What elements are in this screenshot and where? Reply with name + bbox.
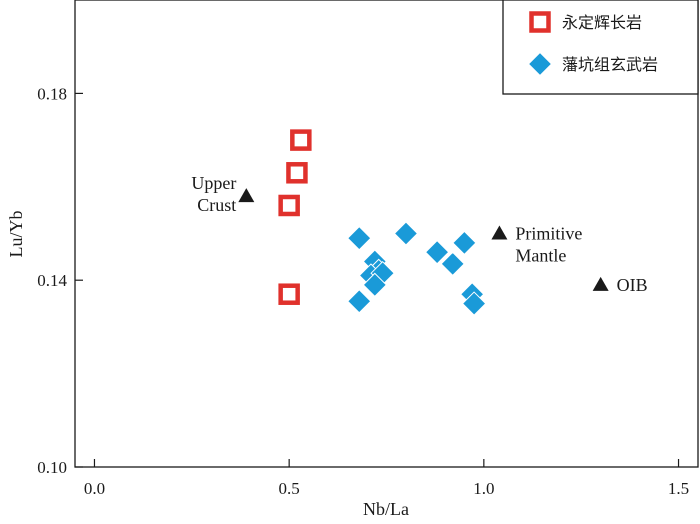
y-axis: 0.10 0.14 0.18	[37, 84, 83, 477]
legend-square-marker	[529, 11, 551, 33]
reference-label: Primitive	[515, 224, 582, 244]
gabbro-point	[286, 162, 308, 184]
reference-label: OIB	[617, 275, 648, 295]
data-points	[278, 129, 487, 316]
basalt-point	[362, 272, 388, 298]
basalt-point	[347, 289, 372, 314]
basalt-point	[393, 221, 419, 246]
y-tick-label: 0.10	[37, 458, 67, 477]
x-tick-label: 1.5	[668, 479, 689, 498]
x-tick-label: 0.0	[84, 479, 105, 498]
basalt-point	[424, 239, 450, 265]
y-tick-label: 0.18	[37, 84, 67, 103]
reference-label: Upper	[191, 173, 236, 193]
x-axis: 0.0 0.5 1.0 1.5	[84, 459, 689, 498]
gabbro-point	[290, 129, 312, 151]
reference-label: Crust	[197, 195, 236, 215]
y-axis-title: Lu/Yb	[6, 211, 26, 258]
reference-triangle	[491, 225, 508, 240]
reference-label: Mantle	[515, 246, 566, 266]
x-axis-title: Nb/La	[363, 499, 409, 519]
x-tick-label: 1.0	[473, 479, 494, 498]
basalt-point	[347, 225, 372, 251]
plot-frame	[74, 0, 699, 468]
gabbro-point	[278, 283, 300, 305]
basalt-point	[440, 251, 465, 277]
legend-diamond-marker	[527, 51, 553, 77]
x-tick-label: 0.5	[279, 479, 300, 498]
basalt-point	[461, 291, 487, 316]
basalt-point	[452, 230, 477, 256]
y-tick-label: 0.14	[37, 271, 67, 290]
reference-triangle	[238, 188, 255, 203]
legend-label: 藩坑组玄武岩	[562, 55, 658, 74]
gabbro-point	[278, 194, 300, 217]
legend-label: 永定辉长岩	[562, 13, 642, 32]
reference-triangle	[592, 276, 609, 291]
